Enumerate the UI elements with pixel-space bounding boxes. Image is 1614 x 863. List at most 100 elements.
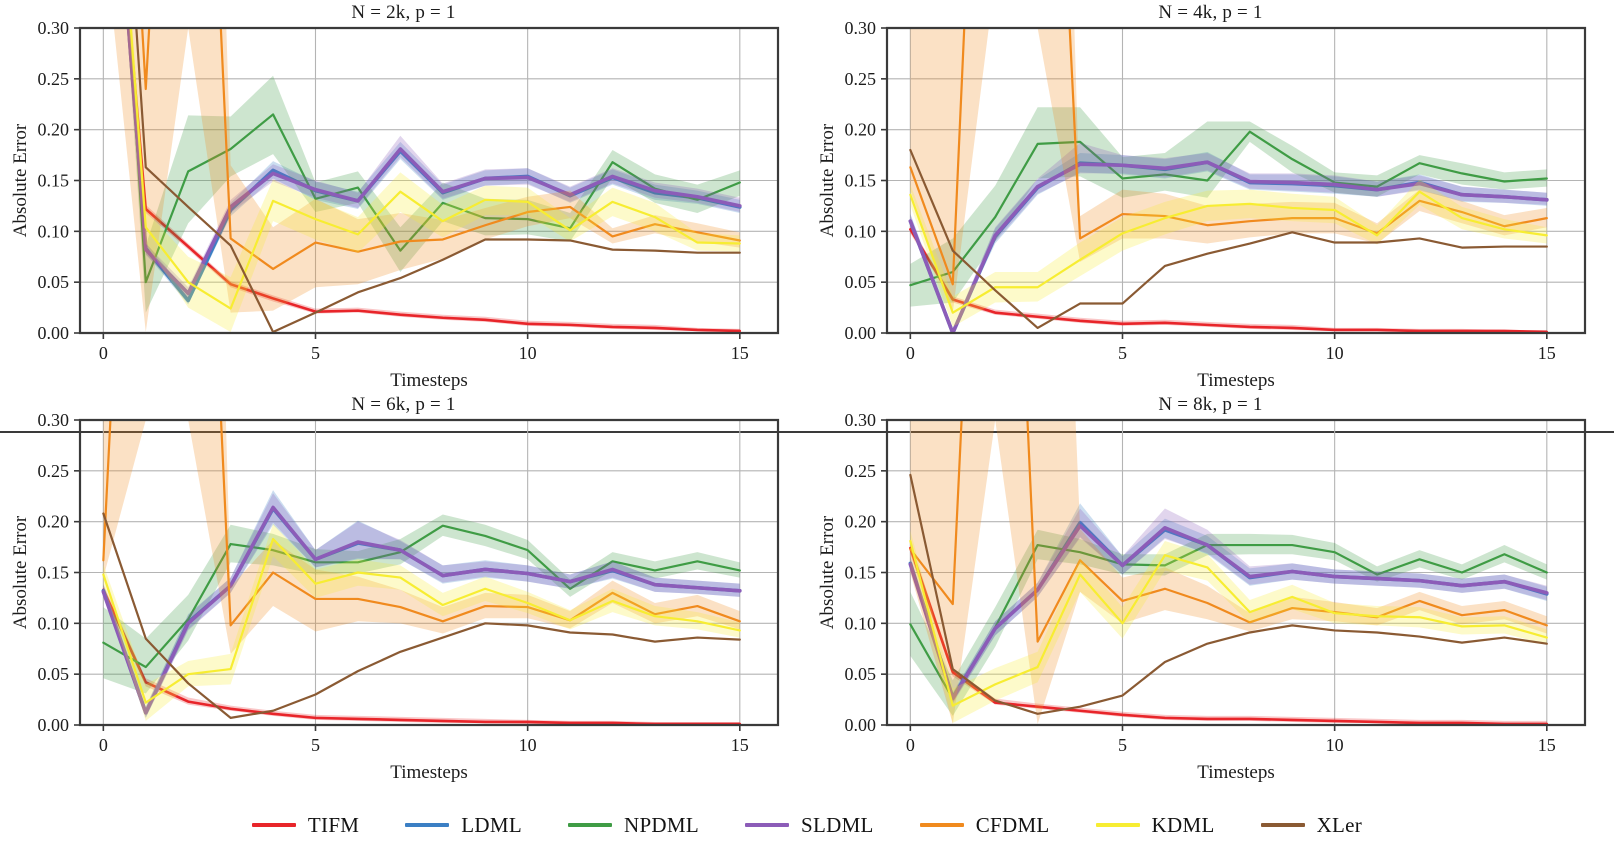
legend-item-tifm[interactable]: TIFM: [251, 813, 359, 838]
series-line-tifm: [102, 588, 742, 725]
y-tick-label: 0.20: [845, 512, 877, 532]
legend-label: SLDML: [801, 812, 874, 837]
x-tick-label: 10: [519, 343, 537, 363]
legend-swatch-icon: [1260, 823, 1305, 827]
series-band-npdml: [127, 28, 740, 313]
y-tick-label: 0.20: [38, 120, 70, 140]
series-band-npdml: [910, 107, 1547, 307]
legend-swatch-icon: [1095, 823, 1140, 827]
y-tick-label: 0.30: [38, 410, 70, 430]
y-tick-label: 0.25: [38, 69, 70, 89]
x-tick-label: 0: [99, 343, 108, 363]
series-line-npdml: [128, 28, 741, 284]
y-tick-label: 0.25: [38, 461, 70, 481]
series-line-xler: [102, 512, 741, 719]
legend-label: CFDML: [975, 812, 1050, 837]
series-line-sldml: [908, 523, 1549, 701]
x-tick-label: 5: [311, 343, 320, 363]
y-axis-label: Absolute Error: [10, 123, 31, 237]
y-tick-label: 0.25: [845, 461, 877, 481]
series-line-sldml: [126, 28, 742, 296]
legend-label: NPDML: [623, 812, 699, 837]
x-tick-label: 10: [1326, 735, 1344, 755]
legend-swatch-icon: [567, 823, 612, 827]
x-tick-label: 10: [519, 735, 537, 755]
series-line-tifm: [128, 28, 742, 333]
y-tick-label: 0.00: [38, 323, 70, 343]
tick-labels: 0.00 0.05 0.10 0.15 0.20 0.25 0.30 0 5 10 15: [38, 18, 749, 363]
chart-panel-n2k: N = 2k, p = 1 0.00 0.05 0.10 0.15 0.20 0.25 0.…: [0, 0, 807, 392]
series-line-cfdml: [909, 420, 1548, 643]
y-tick-label: 0.05: [845, 272, 877, 292]
y-tick-label: 0.20: [845, 120, 877, 140]
y-tick-label: 0.00: [38, 715, 70, 735]
y-axis-label: Absolute Error: [817, 123, 838, 237]
series-band-cfdml: [113, 28, 740, 332]
data-layer: [101, 420, 742, 725]
x-axis-label: Timesteps: [1197, 370, 1274, 391]
y-tick-label: 0.20: [38, 512, 70, 532]
legend-item-sldml[interactable]: SLDML: [745, 813, 874, 838]
series-band-npdml: [910, 529, 1547, 716]
series-line-xler: [909, 473, 1548, 715]
legend-label: KDML: [1151, 812, 1215, 837]
series-line-kdml: [102, 537, 741, 704]
legend-item-cfdml[interactable]: CFDML: [919, 812, 1050, 838]
y-tick-label: 0.00: [845, 715, 877, 735]
y-tick-label: 0.15: [38, 171, 70, 191]
series-line-xler: [135, 28, 741, 333]
legend-label: XLer: [1316, 812, 1363, 837]
tick-labels: 0.00 0.05 0.10 0.15 0.20 0.25 0.30 0 5 10 15: [845, 410, 1556, 755]
chart-svg: 0.00 0.05 0.10 0.15 0.20 0.25 0.30 0 5 10 15 Timest…: [10, 18, 780, 391]
series-line-npdml: [909, 130, 1548, 287]
x-tick-label: 15: [1538, 735, 1556, 755]
series-line-npdml: [909, 543, 1548, 700]
chart-svg: 0.00 0.05 0.10 0.15 0.20 0.25 0.30 0 5 10 15 Timest…: [817, 18, 1587, 391]
x-tick-label: 15: [731, 735, 749, 755]
y-tick-label: 0.15: [845, 171, 877, 191]
panel-title: N = 8k, p = 1: [1158, 394, 1263, 415]
series-line-cfdml: [141, 28, 741, 271]
y-tick-label: 0.25: [845, 69, 877, 89]
series-band-npdml: [103, 514, 740, 694]
data-layer: [908, 420, 1549, 725]
legend-item-xler[interactable]: XLer: [1260, 812, 1363, 838]
y-tick-label: 0.10: [845, 613, 877, 633]
legend-item-kdml[interactable]: KDML: [1095, 812, 1215, 838]
series-line-kdml: [129, 28, 741, 310]
x-axis-label: Timesteps: [390, 762, 467, 783]
panel-divider-rule: [0, 431, 1614, 433]
x-tick-label: 5: [1118, 343, 1127, 363]
legend-swatch-icon: [745, 823, 789, 827]
legend-swatch-icon: [251, 823, 296, 827]
data-layer: [113, 28, 742, 333]
x-tick-label: 5: [1118, 735, 1127, 755]
chart-legend: TIFM LDML NPDML SLDML CFDML KDML XLer: [0, 800, 1614, 850]
panel-title: N = 6k, p = 1: [351, 394, 456, 415]
series-line-kdml: [909, 190, 1548, 314]
series-line-npdml: [102, 524, 741, 669]
x-tick-label: 0: [906, 343, 915, 363]
tick-labels: 0.00 0.05 0.10 0.15 0.20 0.25 0.30 0 5 10 15: [845, 18, 1556, 363]
series-band-cfdml: [103, 420, 740, 654]
legend-item-npdml[interactable]: NPDML: [567, 812, 699, 838]
series-band-sldml: [910, 142, 1547, 333]
chart-panel-n8k: N = 8k, p = 1 0.00 0.05 0.10 0.15 0.20 0.25 0.…: [807, 392, 1614, 784]
legend-item-ldml[interactable]: LDML: [405, 813, 522, 838]
series-band-kdml: [128, 28, 740, 332]
y-tick-label: 0.15: [38, 563, 70, 583]
x-tick-label: 15: [1538, 343, 1556, 363]
chart-svg: 0.00 0.05 0.10 0.15 0.20 0.25 0.30 0 5 10 15 Timest…: [817, 410, 1587, 783]
x-tick-label: 0: [99, 735, 108, 755]
x-tick-label: 0: [906, 735, 915, 755]
tick-labels: 0.00 0.05 0.10 0.15 0.20 0.25 0.30 0 5 10 15: [38, 410, 749, 755]
series-band-cfdml: [910, 28, 1547, 313]
legend-label: LDML: [461, 812, 522, 837]
chart-panel-n4k: N = 4k, p = 1 0.00 0.05 0.10 0.15 0.20 0.25 0.…: [807, 0, 1614, 392]
x-tick-label: 5: [311, 735, 320, 755]
data-layer: [908, 28, 1549, 333]
series-line-sldml: [101, 505, 742, 715]
series-line-tifm: [909, 228, 1549, 333]
y-tick-label: 0.10: [38, 221, 70, 241]
